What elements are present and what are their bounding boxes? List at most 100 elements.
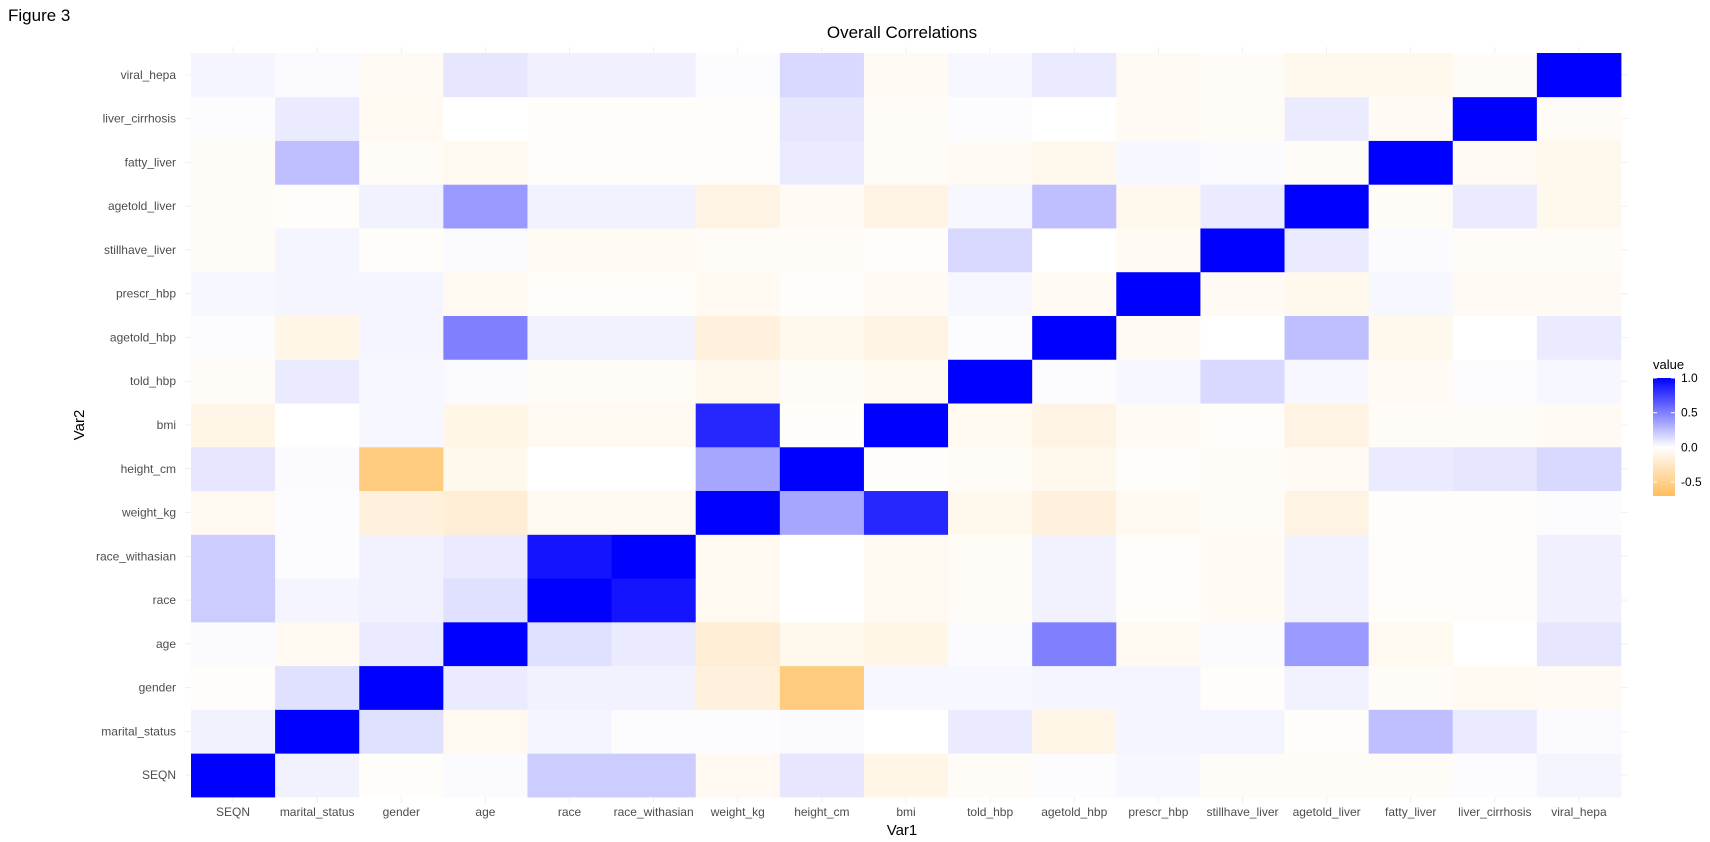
y-tick-label-bmi: bmi — [157, 418, 176, 432]
y-tick-label-told_hbp: told_hbp — [130, 374, 176, 388]
heatmap-cell-told_hbp-viral_hepa — [948, 53, 1033, 98]
legend-tick-label: 1.0 — [1681, 371, 1698, 385]
y-tick-label-gender: gender — [139, 681, 176, 695]
heatmap-cell-SEQN-marital_status — [191, 709, 276, 754]
heatmap-cell-weight_kg-marital_status — [695, 709, 781, 754]
heatmap-cell-bmi-fatty_liver — [863, 140, 949, 185]
heatmap-cell-prescr_hbp-told_hbp — [1116, 359, 1201, 404]
heatmap-cell-prescr_hbp-fatty_liver — [1116, 140, 1201, 185]
heatmap-cell-told_hbp-stillhave_liver — [948, 228, 1033, 273]
heatmap-cell-told_hbp-race — [948, 578, 1033, 623]
heatmap-cell-SEQN-SEQN — [191, 753, 276, 798]
heatmap-cell-race_withasian-prescr_hbp — [611, 271, 697, 316]
heatmap-cell-age-weight_kg — [443, 490, 528, 535]
heatmap-cell-marital_status-weight_kg — [275, 490, 360, 535]
heatmap-cell-stillhave_liver-agetold_hbp — [1200, 315, 1285, 360]
heatmap-cell-height_cm-height_cm — [779, 446, 865, 492]
heatmap-cell-race-told_hbp — [527, 359, 612, 404]
heatmap-cell-bmi-bmi — [863, 403, 949, 448]
heatmap-cell-prescr_hbp-agetold_liver — [1116, 184, 1201, 229]
x-tick-label-viral_hepa: viral_hepa — [1551, 805, 1607, 819]
heatmap-cell-height_cm-prescr_hbp — [779, 271, 865, 316]
legend-ticks: 1.0 0.5 0.0 -0.5 — [1653, 371, 1702, 489]
heatmap-cell-stillhave_liver-marital_status — [1200, 709, 1285, 754]
heatmap-cell-weight_kg-height_cm — [695, 446, 781, 492]
heatmap-cell-height_cm-told_hbp — [779, 359, 865, 404]
heatmap-cell-SEQN-viral_hepa — [191, 53, 276, 98]
heatmap-cell-race_withasian-agetold_liver — [611, 184, 697, 229]
heatmap-cell-agetold_hbp-age — [1032, 621, 1117, 667]
heatmap-cell-gender-agetold_hbp — [359, 315, 444, 360]
heatmap-cell-fatty_liver-stillhave_liver — [1368, 228, 1454, 273]
heatmap-cell-marital_status-gender — [275, 665, 360, 710]
heatmap-cell-gender-marital_status — [359, 709, 444, 754]
heatmap-cell-told_hbp-weight_kg — [948, 490, 1033, 535]
heatmap-cell-prescr_hbp-bmi — [1116, 403, 1201, 448]
heatmap-cell-liver_cirrhosis-prescr_hbp — [1452, 271, 1538, 316]
legend-tick-label: -0.5 — [1681, 475, 1702, 489]
heatmap-cell-race-gender — [527, 665, 612, 710]
heatmap-cell-bmi-agetold_hbp — [863, 315, 949, 360]
heatmap-cell-race-SEQN — [527, 753, 612, 798]
heatmap-cell-race_withasian-race — [611, 578, 697, 623]
heatmap-cell-height_cm-fatty_liver — [779, 140, 865, 185]
heatmap-cell-race_withasian-weight_kg — [611, 490, 697, 535]
legend-colorbar — [1653, 378, 1675, 496]
heatmap-cell-agetold_liver-gender — [1284, 665, 1370, 710]
x-tick-label-told_hbp: told_hbp — [967, 805, 1013, 819]
heatmap-cell-marital_status-age — [275, 621, 360, 667]
x-tick-label-age: age — [475, 805, 495, 819]
heatmap-cell-liver_cirrhosis-age — [1452, 621, 1538, 667]
heatmap-cell-age-prescr_hbp — [443, 271, 528, 316]
heatmap-cell-gender-agetold_liver — [359, 184, 444, 229]
heatmap-cell-viral_hepa-gender — [1536, 665, 1622, 710]
heatmap-cell-agetold_liver-liver_cirrhosis — [1284, 96, 1370, 141]
heatmap-cell-viral_hepa-agetold_hbp — [1536, 315, 1622, 360]
heatmap-cell-told_hbp-gender — [948, 665, 1033, 710]
heatmap-cell-told_hbp-agetold_hbp — [948, 315, 1033, 360]
heatmap-cell-marital_status-SEQN — [275, 753, 360, 798]
legend-tick-label: 0.5 — [1681, 406, 1698, 420]
heatmap-cell-agetold_liver-bmi — [1284, 403, 1370, 448]
heatmap-cell-weight_kg-prescr_hbp — [695, 271, 781, 316]
heatmap-cell-marital_status-height_cm — [275, 446, 360, 492]
heatmap-cell-agetold_liver-agetold_hbp — [1284, 315, 1370, 360]
heatmap-cell-race_withasian-viral_hepa — [611, 53, 697, 98]
heatmap-cell-viral_hepa-race — [1536, 578, 1622, 623]
heatmap-cell-SEQN-age — [191, 621, 276, 667]
heatmap-cell-marital_status-race — [275, 578, 360, 623]
heatmap-cell-height_cm-agetold_hbp — [779, 315, 865, 360]
heatmap-cell-marital_status-bmi — [275, 403, 360, 448]
heatmap-cell-race_withasian-fatty_liver — [611, 140, 697, 185]
heatmap-cell-fatty_liver-bmi — [1368, 403, 1454, 448]
heatmap-cell-race-viral_hepa — [527, 53, 612, 98]
heatmap-cell-SEQN-stillhave_liver — [191, 228, 276, 273]
heatmap-cell-gender-height_cm — [359, 446, 444, 492]
heatmap-cell-gender-prescr_hbp — [359, 271, 444, 316]
heatmap-cell-prescr_hbp-stillhave_liver — [1116, 228, 1201, 273]
heatmap-cell-agetold_liver-marital_status — [1284, 709, 1370, 754]
heatmap-cell-age-height_cm — [443, 446, 528, 492]
x-tick-label-prescr_hbp: prescr_hbp — [1128, 805, 1188, 819]
y-tick-label-fatty_liver: fatty_liver — [125, 155, 176, 169]
legend-tick-label: 0.0 — [1681, 440, 1698, 454]
heatmap-cell-prescr_hbp-agetold_hbp — [1116, 315, 1201, 360]
heatmap-cell-height_cm-marital_status — [779, 709, 865, 754]
heatmap-cell-age-stillhave_liver — [443, 228, 528, 273]
heatmap-cell-bmi-weight_kg — [863, 490, 949, 535]
heatmap-cell-race-age — [527, 621, 612, 667]
heatmap-cell-agetold_liver-viral_hepa — [1284, 53, 1370, 98]
heatmap-cell-prescr_hbp-race_withasian — [1116, 534, 1201, 579]
heatmap-cell-agetold_hbp-weight_kg — [1032, 490, 1117, 535]
heatmap-cell-liver_cirrhosis-viral_hepa — [1452, 53, 1538, 98]
heatmap-cell-weight_kg-race_withasian — [695, 534, 781, 579]
y-tick-label-liver_cirrhosis: liver_cirrhosis — [103, 112, 176, 126]
heatmap-cell-fatty_liver-race_withasian — [1368, 534, 1454, 579]
heatmap-cell-fatty_liver-height_cm — [1368, 446, 1454, 492]
heatmap-cell-weight_kg-liver_cirrhosis — [695, 96, 781, 141]
heatmap-cell-told_hbp-prescr_hbp — [948, 271, 1033, 316]
heatmap-cell-marital_status-agetold_hbp — [275, 315, 360, 360]
heatmap-cell-agetold_liver-agetold_liver — [1284, 184, 1370, 229]
heatmap-cell-fatty_liver-agetold_liver — [1368, 184, 1454, 229]
heatmap-cell-agetold_hbp-prescr_hbp — [1032, 271, 1117, 316]
